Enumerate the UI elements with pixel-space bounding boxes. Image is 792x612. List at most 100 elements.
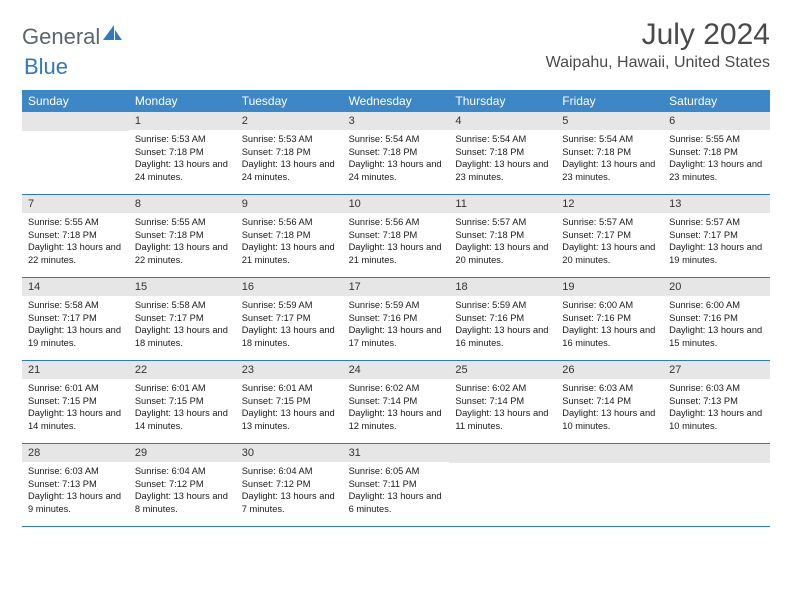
- calendar-page: General July 2024 Waipahu, Hawaii, Unite…: [0, 0, 792, 537]
- sunrise-text: Sunrise: 5:54 AM: [455, 133, 550, 146]
- day-cell: 30Sunrise: 6:04 AMSunset: 7:12 PMDayligh…: [236, 444, 343, 526]
- day-cell: 22Sunrise: 6:01 AMSunset: 7:15 PMDayligh…: [129, 361, 236, 443]
- day-number: 24: [343, 361, 450, 379]
- day-details: Sunrise: 6:04 AMSunset: 7:12 PMDaylight:…: [129, 462, 236, 519]
- daylight-text: Daylight: 13 hours and 18 minutes.: [242, 324, 337, 349]
- sunrise-text: Sunrise: 6:01 AM: [135, 382, 230, 395]
- daylight-text: Daylight: 13 hours and 22 minutes.: [28, 241, 123, 266]
- sunrise-text: Sunrise: 5:59 AM: [349, 299, 444, 312]
- day-cell: 21Sunrise: 6:01 AMSunset: 7:15 PMDayligh…: [22, 361, 129, 443]
- day-cell: 9Sunrise: 5:56 AMSunset: 7:18 PMDaylight…: [236, 195, 343, 277]
- daylight-text: Daylight: 13 hours and 6 minutes.: [349, 490, 444, 515]
- day-details: Sunrise: 5:58 AMSunset: 7:17 PMDaylight:…: [129, 296, 236, 353]
- daylight-text: Daylight: 13 hours and 23 minutes.: [455, 158, 550, 183]
- day-cell: 10Sunrise: 5:56 AMSunset: 7:18 PMDayligh…: [343, 195, 450, 277]
- day-number: 18: [449, 278, 556, 296]
- day-number: 19: [556, 278, 663, 296]
- day-details: Sunrise: 6:04 AMSunset: 7:12 PMDaylight:…: [236, 462, 343, 519]
- daylight-text: Daylight: 13 hours and 17 minutes.: [349, 324, 444, 349]
- sunrise-text: Sunrise: 5:55 AM: [135, 216, 230, 229]
- weeks-container: 1Sunrise: 5:53 AMSunset: 7:18 PMDaylight…: [22, 112, 770, 527]
- daylight-text: Daylight: 13 hours and 11 minutes.: [455, 407, 550, 432]
- daylight-text: Daylight: 13 hours and 10 minutes.: [562, 407, 657, 432]
- day-number: 22: [129, 361, 236, 379]
- sunset-text: Sunset: 7:15 PM: [28, 395, 123, 408]
- daylight-text: Daylight: 13 hours and 10 minutes.: [669, 407, 764, 432]
- week-row: 7Sunrise: 5:55 AMSunset: 7:18 PMDaylight…: [22, 195, 770, 278]
- sunset-text: Sunset: 7:18 PM: [669, 146, 764, 159]
- day-cell: 3Sunrise: 5:54 AMSunset: 7:18 PMDaylight…: [343, 112, 450, 194]
- logo-sail-icon: [102, 23, 124, 48]
- empty-day-number: [449, 444, 556, 463]
- daylight-text: Daylight: 13 hours and 22 minutes.: [135, 241, 230, 266]
- sunset-text: Sunset: 7:18 PM: [349, 146, 444, 159]
- day-number: 10: [343, 195, 450, 213]
- sunset-text: Sunset: 7:11 PM: [349, 478, 444, 491]
- day-cell: 18Sunrise: 5:59 AMSunset: 7:16 PMDayligh…: [449, 278, 556, 360]
- empty-day-number: [556, 444, 663, 463]
- day-details: Sunrise: 6:01 AMSunset: 7:15 PMDaylight:…: [236, 379, 343, 436]
- weekday-header-cell: Monday: [129, 90, 236, 112]
- daylight-text: Daylight: 13 hours and 20 minutes.: [455, 241, 550, 266]
- day-cell: 23Sunrise: 6:01 AMSunset: 7:15 PMDayligh…: [236, 361, 343, 443]
- sunrise-text: Sunrise: 6:04 AM: [135, 465, 230, 478]
- sunrise-text: Sunrise: 5:55 AM: [28, 216, 123, 229]
- day-details: Sunrise: 6:03 AMSunset: 7:13 PMDaylight:…: [663, 379, 770, 436]
- day-cell: 13Sunrise: 5:57 AMSunset: 7:17 PMDayligh…: [663, 195, 770, 277]
- daylight-text: Daylight: 13 hours and 19 minutes.: [28, 324, 123, 349]
- sunset-text: Sunset: 7:14 PM: [562, 395, 657, 408]
- empty-day-number: [663, 444, 770, 463]
- day-number: 13: [663, 195, 770, 213]
- location-text: Waipahu, Hawaii, United States: [546, 54, 770, 72]
- day-number: 20: [663, 278, 770, 296]
- sunset-text: Sunset: 7:14 PM: [349, 395, 444, 408]
- sunset-text: Sunset: 7:17 PM: [562, 229, 657, 242]
- day-cell: 11Sunrise: 5:57 AMSunset: 7:18 PMDayligh…: [449, 195, 556, 277]
- sunrise-text: Sunrise: 5:57 AM: [455, 216, 550, 229]
- sunset-text: Sunset: 7:17 PM: [28, 312, 123, 325]
- day-cell: 31Sunrise: 6:05 AMSunset: 7:11 PMDayligh…: [343, 444, 450, 526]
- day-details: Sunrise: 5:57 AMSunset: 7:17 PMDaylight:…: [556, 213, 663, 270]
- day-cell: 4Sunrise: 5:54 AMSunset: 7:18 PMDaylight…: [449, 112, 556, 194]
- sunrise-text: Sunrise: 6:03 AM: [28, 465, 123, 478]
- day-details: Sunrise: 6:01 AMSunset: 7:15 PMDaylight:…: [22, 379, 129, 436]
- sunrise-text: Sunrise: 5:58 AM: [28, 299, 123, 312]
- day-number: 28: [22, 444, 129, 462]
- day-number: 6: [663, 112, 770, 130]
- week-row: 1Sunrise: 5:53 AMSunset: 7:18 PMDaylight…: [22, 112, 770, 195]
- logo-text-blue: Blue: [24, 54, 68, 79]
- day-number: 12: [556, 195, 663, 213]
- daylight-text: Daylight: 13 hours and 23 minutes.: [669, 158, 764, 183]
- day-details: Sunrise: 5:55 AMSunset: 7:18 PMDaylight:…: [22, 213, 129, 270]
- day-details: Sunrise: 6:00 AMSunset: 7:16 PMDaylight:…: [663, 296, 770, 353]
- sunrise-text: Sunrise: 5:53 AM: [135, 133, 230, 146]
- day-number: 17: [343, 278, 450, 296]
- day-cell: 24Sunrise: 6:02 AMSunset: 7:14 PMDayligh…: [343, 361, 450, 443]
- sunset-text: Sunset: 7:12 PM: [135, 478, 230, 491]
- day-details: Sunrise: 5:59 AMSunset: 7:16 PMDaylight:…: [343, 296, 450, 353]
- weekday-header-cell: Friday: [556, 90, 663, 112]
- sunset-text: Sunset: 7:18 PM: [242, 146, 337, 159]
- sunrise-text: Sunrise: 6:03 AM: [669, 382, 764, 395]
- sunrise-text: Sunrise: 5:54 AM: [349, 133, 444, 146]
- day-number: 15: [129, 278, 236, 296]
- sunrise-text: Sunrise: 5:56 AM: [242, 216, 337, 229]
- sunset-text: Sunset: 7:17 PM: [669, 229, 764, 242]
- title-block: July 2024 Waipahu, Hawaii, United States: [546, 18, 770, 72]
- sunset-text: Sunset: 7:18 PM: [242, 229, 337, 242]
- day-cell: 2Sunrise: 5:53 AMSunset: 7:18 PMDaylight…: [236, 112, 343, 194]
- sunset-text: Sunset: 7:13 PM: [669, 395, 764, 408]
- daylight-text: Daylight: 13 hours and 12 minutes.: [349, 407, 444, 432]
- daylight-text: Daylight: 13 hours and 13 minutes.: [242, 407, 337, 432]
- day-details: Sunrise: 6:02 AMSunset: 7:14 PMDaylight:…: [449, 379, 556, 436]
- sunset-text: Sunset: 7:18 PM: [135, 146, 230, 159]
- month-title: July 2024: [546, 18, 770, 52]
- daylight-text: Daylight: 13 hours and 18 minutes.: [135, 324, 230, 349]
- daylight-text: Daylight: 13 hours and 19 minutes.: [669, 241, 764, 266]
- sunset-text: Sunset: 7:16 PM: [349, 312, 444, 325]
- day-number: 8: [129, 195, 236, 213]
- sunrise-text: Sunrise: 6:03 AM: [562, 382, 657, 395]
- weekday-header-cell: Thursday: [449, 90, 556, 112]
- day-number: 9: [236, 195, 343, 213]
- weekday-header-cell: Saturday: [663, 90, 770, 112]
